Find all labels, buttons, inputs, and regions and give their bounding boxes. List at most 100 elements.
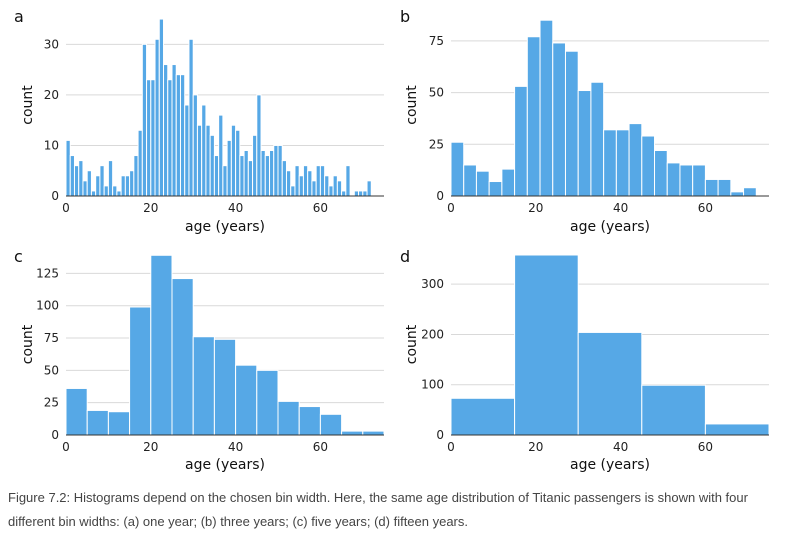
x-tick-label: 40: [228, 201, 243, 215]
histogram-bar: [615, 129, 630, 197]
histogram-bar: [264, 155, 271, 197]
x-tick-label: 60: [698, 201, 713, 215]
histogram-bar: [222, 165, 228, 197]
histogram-bar: [336, 180, 343, 197]
histogram-bar: [226, 139, 232, 197]
histogram-bar: [146, 79, 152, 197]
histogram-bar: [107, 411, 131, 436]
histogram-bar: [290, 185, 296, 197]
histogram-bar: [124, 175, 131, 197]
histogram-bar: [552, 42, 566, 197]
histogram-bar: [188, 38, 194, 197]
histogram-bar: [577, 90, 592, 197]
histogram-bar: [358, 190, 364, 197]
panel-label: a: [14, 7, 24, 26]
histogram-bar: [116, 190, 122, 197]
x-axis-label: age (years): [185, 219, 265, 235]
histogram-bar: [213, 155, 220, 197]
histogram-bar: [692, 164, 706, 197]
histogram-bar: [171, 278, 194, 436]
histogram-bar: [192, 94, 198, 197]
histogram-bar: [307, 170, 313, 197]
histogram-bar: [209, 134, 215, 197]
histogram-bar: [319, 165, 326, 197]
histogram-bar: [341, 190, 347, 197]
histogram-bar: [590, 81, 605, 197]
histogram-bar: [319, 413, 343, 436]
histogram-bar: [78, 160, 84, 197]
chart-panel-d: 0 100 200 300 0 20 40 60 age (years) count d: [400, 247, 770, 473]
x-tick-label: 20: [528, 440, 543, 454]
histogram-bar: [501, 168, 516, 197]
x-tick-label: 40: [613, 201, 628, 215]
histogram-bar: [641, 384, 706, 436]
histogram-bar: [69, 155, 75, 197]
histogram-bar: [129, 306, 152, 436]
histogram-bar: [628, 123, 643, 197]
histogram-bar: [704, 178, 719, 197]
histogram-bar: [341, 430, 364, 436]
histogram-bar: [743, 187, 757, 197]
x-tick-label: 20: [528, 201, 543, 215]
histogram-bar: [154, 38, 160, 197]
histogram-bar: [175, 74, 181, 197]
histogram-bar: [90, 190, 97, 197]
histogram-bar: [298, 175, 304, 197]
y-tick-label: 0: [436, 428, 444, 442]
histogram-bar: [99, 165, 105, 197]
histogram-bar: [269, 150, 275, 197]
y-tick-label: 50: [44, 363, 59, 377]
histogram-bar: [179, 74, 186, 197]
histogram-bar: [332, 175, 338, 197]
histogram-bar: [704, 423, 770, 436]
histogram-bar: [285, 170, 292, 197]
histogram-bar: [463, 164, 477, 197]
histogram-bar: [539, 19, 554, 197]
histogram-bar: [201, 104, 207, 197]
y-tick-label: 300: [421, 277, 444, 291]
panel-label: b: [400, 7, 410, 26]
histogram-bar: [277, 400, 300, 436]
histogram-bar: [654, 150, 668, 197]
histogram-bar: [345, 165, 351, 197]
histogram-bar: [65, 139, 71, 197]
histogram-bar: [302, 165, 309, 197]
histogram-bar: [256, 369, 279, 436]
histogram-bar: [133, 155, 139, 197]
histogram-bar: [514, 85, 528, 197]
histogram-bar: [95, 175, 101, 197]
y-tick-label: 125: [36, 266, 59, 280]
histogram-bar: [192, 336, 215, 436]
histogram-bar: [112, 185, 118, 197]
histogram-bar: [362, 430, 385, 436]
histogram-bar: [158, 18, 165, 197]
histogram-bar: [514, 254, 579, 436]
histogram-bar: [252, 134, 258, 197]
histogram-bar: [230, 124, 237, 197]
histogram-bar: [450, 397, 516, 436]
panel-label: d: [400, 247, 410, 266]
y-tick-label: 30: [44, 37, 59, 51]
histogram-bar: [205, 124, 211, 197]
chart-panel-a: 0 10 20 30 0 20 40 60 age (years) count a: [14, 7, 384, 235]
histogram-bar: [141, 43, 148, 197]
y-tick-label: 10: [44, 138, 59, 152]
histogram-bar: [218, 114, 224, 197]
histogram-bar: [294, 165, 300, 197]
x-tick-label: 60: [313, 440, 328, 454]
histogram-bar: [184, 104, 190, 197]
histogram-bar: [526, 36, 541, 197]
histogram-bar: [273, 144, 279, 197]
y-tick-label: 25: [44, 396, 59, 410]
histogram-bar: [730, 191, 745, 197]
histogram-bar: [277, 144, 283, 197]
histogram-bar: [107, 160, 114, 197]
histogram-bar: [324, 175, 330, 197]
x-axis-label: age (years): [570, 219, 650, 235]
y-axis-label: count: [404, 85, 420, 125]
x-tick-label: 0: [447, 440, 455, 454]
histogram-bar: [328, 185, 334, 197]
histogram-bar: [564, 50, 579, 197]
histogram-bar: [311, 180, 317, 197]
histogram-bar: [488, 181, 503, 197]
